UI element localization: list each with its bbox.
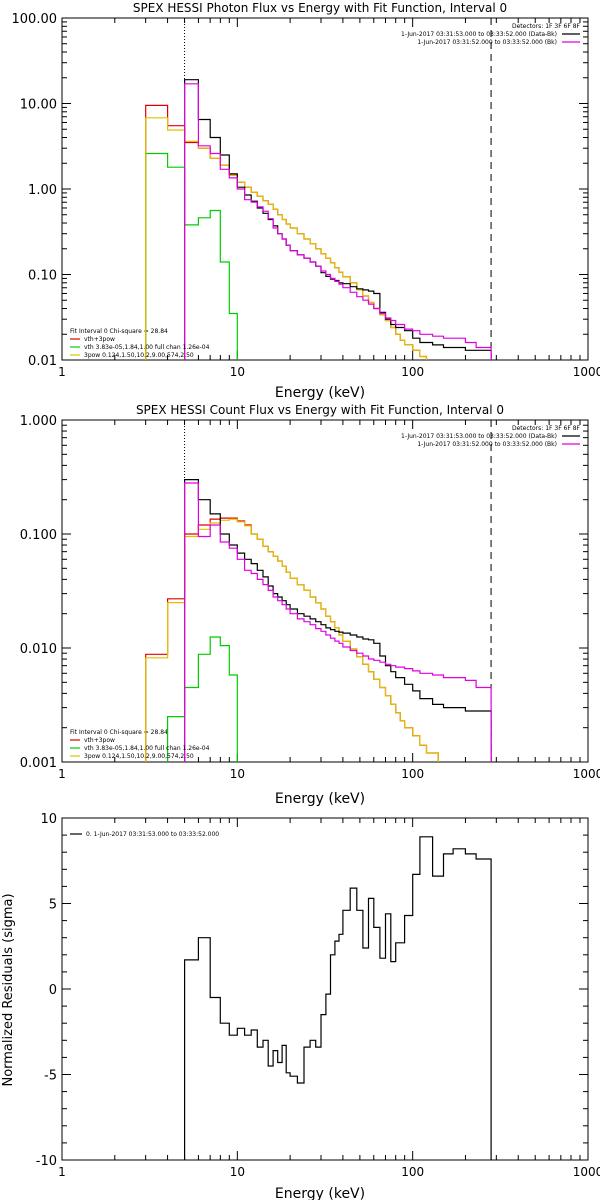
- data-bk-time-label: 1-Jun-2017 03:31:53.000 to 03:33:52.000 …: [401, 433, 557, 440]
- series-data-bk: [184, 79, 492, 360]
- x-tick-label: 100: [401, 1165, 424, 1179]
- series-vth-3-83e-05-1-84-1-00-full-chan-1-26e-04: [167, 636, 238, 762]
- series-residuals: [184, 836, 492, 1160]
- y-tick-label: 10: [40, 812, 57, 827]
- fit-legend-title: Fit Interval 0 Chi-square = 28.84: [70, 328, 168, 335]
- data-bk-time-label: 1-Jun-2017 03:31:53.000 to 03:33:52.000 …: [401, 31, 557, 38]
- x-axis-title: Energy (keV): [275, 1186, 365, 1200]
- legend-label: vth 3.83e-05,1.84,1.00 full chan 1.26e-0…: [84, 745, 210, 752]
- x-axis-title: Energy (keV): [275, 385, 365, 401]
- x-tick-label: 10: [230, 767, 245, 781]
- series-bk: [184, 482, 492, 762]
- y-tick-label: 0.010: [20, 642, 57, 657]
- plot-frame: [61, 17, 589, 361]
- y-tick-label: 1.000: [20, 414, 57, 429]
- count-flux-chart: SPEX HESSI Count Flux vs Energy with Fit…: [20, 403, 600, 807]
- series-bk: [184, 83, 492, 360]
- series-vth-3pow: [145, 104, 428, 360]
- y-tick-label: 10.00: [20, 98, 57, 113]
- legend-label: 3pow 0.124,1.50,10.2,9.00,574,2.50: [84, 753, 194, 760]
- y-tick-label: 0.100: [20, 528, 57, 543]
- y-tick-label: -10: [36, 1154, 57, 1169]
- x-tick-label: 1000: [573, 365, 600, 379]
- series-3pow-0-124-1-50-10-2-9-00-574-2-50: [145, 518, 439, 762]
- y-tick-label: 5: [49, 898, 57, 913]
- plot-frame: [61, 817, 589, 1161]
- y-tick-label: 1.00: [28, 183, 57, 198]
- photon-flux-chart: SPEX HESSI Photon Flux vs Energy with Fi…: [12, 1, 600, 401]
- detectors-label: Detectors: 1F 3F 6F 8F: [512, 23, 581, 30]
- chart-title: SPEX HESSI Count Flux vs Energy with Fit…: [136, 403, 504, 417]
- x-tick-label: 100: [401, 767, 424, 781]
- x-axis-title: Energy (keV): [275, 791, 365, 807]
- legend-label: vth+3pow: [84, 336, 115, 343]
- plot-frame: [61, 419, 589, 763]
- x-tick-label: 1000: [573, 1165, 600, 1179]
- chart-title: SPEX HESSI Photon Flux vs Energy with Fi…: [133, 1, 507, 15]
- detectors-label: Detectors: 1F 3F 6F 8F: [512, 425, 581, 432]
- y-tick-label: 0.001: [20, 756, 57, 771]
- x-tick-label: 1: [58, 767, 66, 781]
- y-tick-label: 0.01: [28, 354, 57, 369]
- x-tick-label: 1: [58, 365, 66, 379]
- series-data-bk: [184, 479, 492, 762]
- legend-label: vth+3pow: [84, 737, 115, 744]
- legend-label: 3pow 0.124,1.50,10.2,9.00,574,2.50: [84, 352, 194, 359]
- y-tick-label: 100.00: [12, 12, 58, 27]
- residuals-chart: 0. 1-Jun-2017 03:31:53.000 to 03:33:52.0…: [1, 812, 600, 1200]
- series-vth-3-83e-05-1-84-1-00-full-chan-1-26e-04: [145, 152, 238, 360]
- bk-time-label: 1-Jun-2017 03:31:52.000 to 03:33:52.000 …: [417, 39, 557, 46]
- y-axis-title: Normalized Residuals (sigma): [1, 893, 16, 1086]
- y-tick-label: 0: [49, 983, 57, 998]
- bk-time-label: 1-Jun-2017 03:31:52.000 to 03:33:52.000 …: [417, 441, 557, 448]
- x-tick-label: 100: [401, 365, 424, 379]
- x-tick-label: 10: [230, 365, 245, 379]
- y-tick-label: 0.10: [28, 269, 57, 284]
- series-3pow-0-124-1-50-10-2-9-00-574-2-50: [145, 117, 428, 360]
- residuals-legend-label: 0. 1-Jun-2017 03:31:53.000 to 03:33:52.0…: [86, 831, 219, 838]
- legend-label: vth 3.83e-05,1.84,1.00 full chan 1.26e-0…: [84, 344, 210, 351]
- series-vth-3pow: [145, 517, 439, 762]
- fit-legend-title: Fit Interval 0 Chi-square = 28.84: [70, 729, 168, 736]
- y-tick-label: -5: [44, 1069, 57, 1084]
- x-tick-label: 1: [58, 1165, 66, 1179]
- x-tick-label: 1000: [573, 767, 600, 781]
- x-tick-label: 10: [230, 1165, 245, 1179]
